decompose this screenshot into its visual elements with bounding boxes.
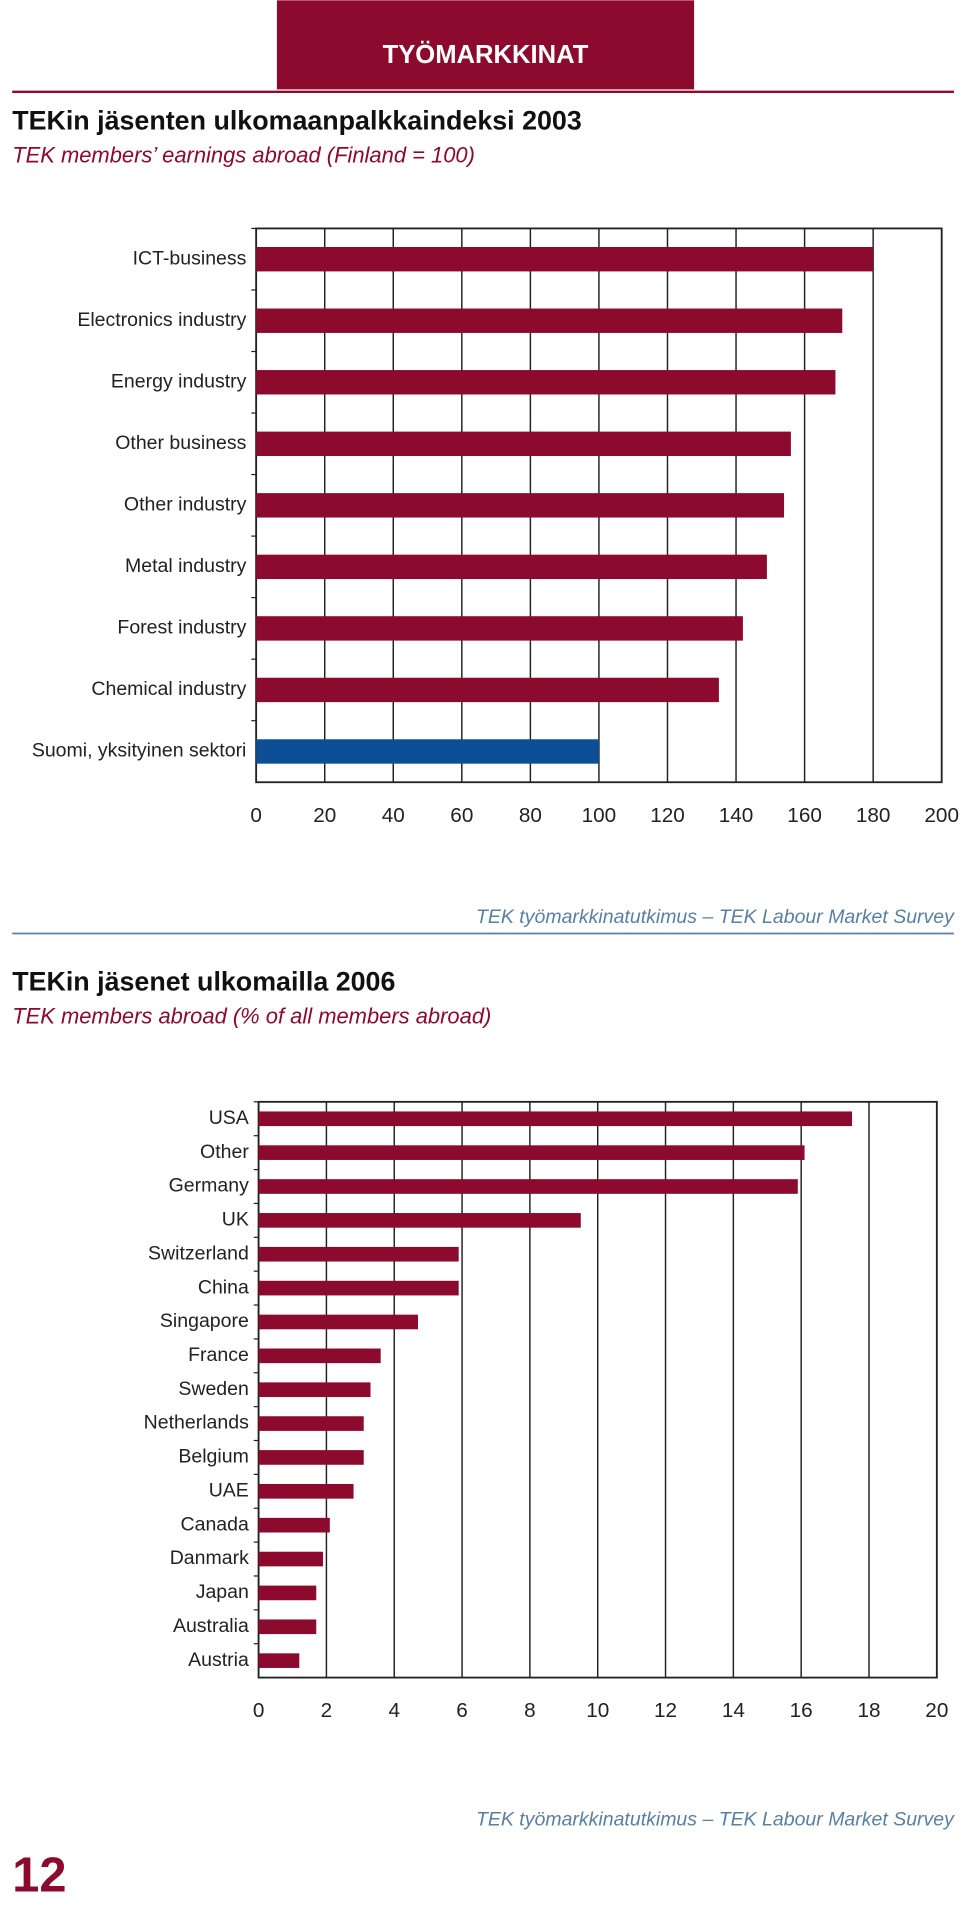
x-tick-label: 4 [388, 1699, 400, 1722]
x-tick-label: 12 [654, 1699, 677, 1722]
category-label: France [188, 1344, 249, 1366]
x-tick-label: 80 [519, 804, 542, 827]
x-tick-label: 160 [787, 804, 822, 827]
category-label: Netherlands [144, 1412, 249, 1434]
bar [256, 247, 874, 272]
bar [258, 1145, 805, 1160]
bar [258, 1280, 459, 1296]
bar [258, 1551, 324, 1567]
category-label: Australia [173, 1615, 249, 1637]
category-label: Other industry [124, 493, 247, 515]
category-label: Other business [115, 432, 246, 454]
bar [258, 1348, 381, 1364]
x-tick-label: 0 [253, 1699, 265, 1722]
bar [258, 1246, 459, 1262]
category-label: USA [209, 1107, 249, 1129]
category-label: UK [222, 1209, 249, 1231]
category-label: Metal industry [125, 555, 247, 577]
bar [258, 1619, 317, 1635]
bar [256, 308, 843, 333]
x-tick-label: 60 [450, 804, 473, 827]
category-label: Canada [181, 1513, 249, 1535]
category-label: Danmark [170, 1547, 249, 1569]
x-tick-label: 8 [524, 1699, 536, 1722]
x-tick-label: 180 [856, 804, 891, 827]
bar [256, 370, 836, 395]
category-label: Suomi, yksityinen sektori [32, 740, 247, 762]
x-tick-label: 200 [924, 804, 959, 827]
x-tick-label: 20 [925, 1699, 948, 1722]
x-tick-label: 14 [722, 1699, 745, 1722]
plot-frame [255, 227, 943, 784]
bar [258, 1314, 418, 1330]
x-tick-label: 6 [456, 1699, 468, 1722]
page-number: 12 [12, 1849, 66, 1903]
category-label: UAE [209, 1479, 249, 1501]
bar [256, 554, 767, 580]
category-label: Singapore [160, 1310, 249, 1332]
category-label: Forest industry [117, 617, 246, 639]
category-label: Switzerland [148, 1242, 249, 1264]
category-label: ICT-business [133, 247, 247, 269]
bar [258, 1653, 300, 1668]
bar [258, 1382, 371, 1398]
category-label: Japan [196, 1581, 249, 1603]
header: TYÖMARKKINAT [383, 40, 589, 69]
x-tick-label: 40 [382, 804, 405, 827]
category-label: China [198, 1276, 249, 1298]
header-box [276, 0, 695, 90]
category-label: Chemical industry [91, 678, 246, 700]
category-label: Germany [169, 1175, 249, 1197]
chart-subtitle: TEK members’ earnings abroad (Finland = … [12, 142, 475, 167]
category-label: Belgium [178, 1446, 248, 1468]
bar [256, 493, 785, 518]
bar [258, 1585, 317, 1601]
x-tick-label: 10 [586, 1699, 609, 1722]
bar [258, 1483, 354, 1499]
category-label: Energy industry [111, 370, 247, 392]
bar [256, 677, 719, 703]
category-label: Other [200, 1141, 249, 1163]
category-label: Austria [188, 1649, 249, 1671]
x-tick-label: 120 [650, 804, 685, 827]
chart-subtitle: TEK members abroad (% of all members abr… [12, 1003, 491, 1028]
bar [258, 1179, 798, 1194]
bar [258, 1450, 364, 1465]
category-label: Sweden [178, 1378, 248, 1400]
chart-title: TEKin jäsenet ulkomailla 2006 [12, 967, 395, 997]
chart-title: TEKin jäsenten ulkomaanpalkkaindeksi 200… [12, 105, 582, 135]
x-tick-label: 20 [313, 804, 336, 827]
category-label: Electronics industry [77, 309, 246, 331]
bar [258, 1111, 853, 1127]
bar [256, 739, 599, 764]
bar [256, 616, 743, 641]
x-tick-label: 16 [790, 1699, 813, 1722]
bar [258, 1213, 581, 1228]
x-tick-label: 2 [321, 1699, 333, 1722]
x-tick-label: 100 [582, 804, 617, 827]
bar [258, 1517, 330, 1533]
bar [256, 431, 791, 457]
source: TEK työmarkkinatutkimus – TEK Labour Mar… [476, 906, 955, 928]
source: TEK työmarkkinatutkimus – TEK Labour Mar… [476, 1808, 955, 1830]
x-tick-label: 140 [719, 804, 754, 827]
bar [258, 1416, 364, 1431]
x-tick-label: 18 [857, 1699, 880, 1722]
x-tick-label: 0 [250, 804, 262, 827]
